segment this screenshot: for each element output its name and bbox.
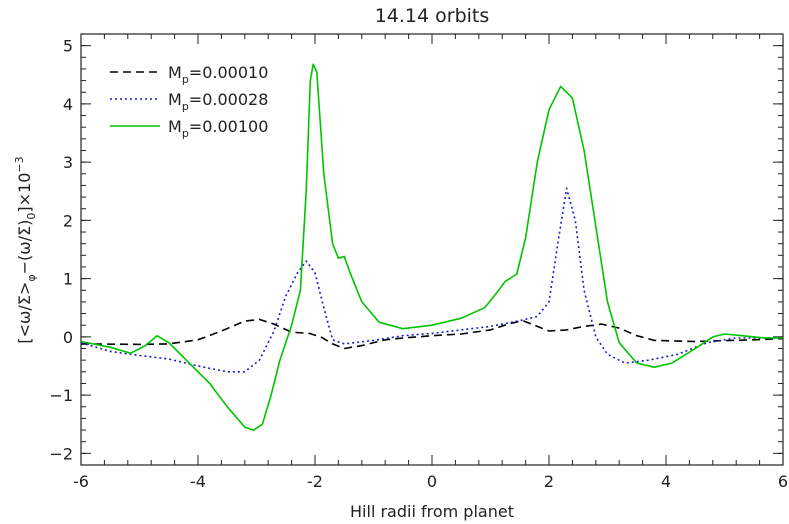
legend-label-sub: p <box>182 127 189 140</box>
axis-ticks: -6 -4 -2 0 2 4 6 −2 −1 0 1 2 3 4 5 <box>49 33 788 491</box>
x-axis-title: Hill radii from planet <box>350 502 514 521</box>
legend-label-2: Mp=0.00028 <box>168 90 268 113</box>
legend-label-3: Mp=0.00100 <box>168 117 268 140</box>
series-line-3 <box>80 63 783 431</box>
y-axis-title: [<ω/Σ>φ−(ω/Σ)0]×10−3 <box>13 156 38 343</box>
series-layer <box>80 63 784 431</box>
y-tick-label: −1 <box>49 386 73 405</box>
x-tick-label: 6 <box>778 472 788 491</box>
y-tick-label: 4 <box>63 95 73 114</box>
x-tick-label: -4 <box>190 472 206 491</box>
legend-label-value: =0.00010 <box>189 63 269 82</box>
legend-label-value: =0.00100 <box>189 117 269 136</box>
series-line-2 <box>80 187 783 373</box>
legend-label-base: M <box>168 90 182 109</box>
y-title-open: [<ω/Σ> <box>15 282 34 344</box>
chart-title: 14.14 orbits <box>375 5 490 27</box>
x-tick-label: 4 <box>661 472 671 491</box>
legend-label-base: M <box>168 63 182 82</box>
x-tick-label: 0 <box>427 472 437 491</box>
y-tick-label: 1 <box>63 270 73 289</box>
y-tick-label: 2 <box>63 211 73 230</box>
series-line-1 <box>80 318 784 350</box>
x-tick-label: -2 <box>307 472 323 491</box>
y-tick-label: 3 <box>63 153 73 172</box>
y-title-sub-zero: 0 <box>25 213 38 220</box>
legend-label-base: M <box>168 117 182 136</box>
x-tick-label: 2 <box>544 472 554 491</box>
y-title-sub-phi: φ <box>25 274 38 281</box>
y-tick-label: −2 <box>49 444 73 463</box>
plot-frame <box>80 33 784 466</box>
legend-label-sub: p <box>182 100 189 113</box>
legend-label-value: =0.00028 <box>189 90 269 109</box>
legend-label-1: Mp=0.00010 <box>168 63 268 86</box>
x-tick-label: -6 <box>73 472 89 491</box>
y-title-exponent: −3 <box>13 156 26 172</box>
y-title-close: ]×10 <box>15 173 34 213</box>
legend-label-sub: p <box>182 73 189 86</box>
y-tick-label: 0 <box>63 328 73 347</box>
y-title-mid: −(ω/Σ) <box>15 220 34 275</box>
y-tick-label: 5 <box>63 37 73 56</box>
